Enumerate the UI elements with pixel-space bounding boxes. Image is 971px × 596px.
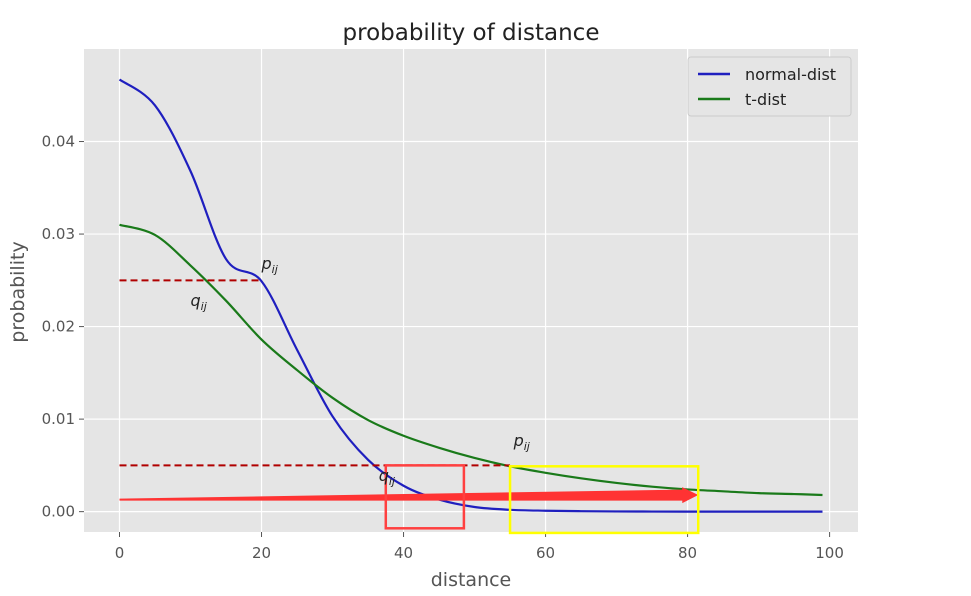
legend-box xyxy=(687,56,852,117)
highlight-box xyxy=(384,464,466,530)
series-line-normal-dist xyxy=(118,78,823,513)
annotation-label-p-ij: pij xyxy=(513,431,531,453)
series-layer xyxy=(118,78,823,513)
y-tick-label: 0.02 xyxy=(42,318,75,336)
legend-label-normal-dist: normal-dist xyxy=(745,65,836,84)
highlight-box xyxy=(508,465,700,535)
y-axis-label: probability xyxy=(7,241,29,342)
x-tick-label: 100 xyxy=(815,544,844,562)
legend-label-t-dist: t-dist xyxy=(745,90,786,109)
x-tick-label: 0 xyxy=(115,544,125,562)
x-tick-label: 80 xyxy=(678,544,697,562)
annotation-label-q-ij: qij xyxy=(379,466,396,488)
x-tick-label: 40 xyxy=(394,544,413,562)
annotation-layer: pij qij pij qij xyxy=(119,254,700,535)
x-tick-label: 20 xyxy=(252,544,271,562)
annotation-label-p-ij: pij xyxy=(261,254,279,276)
chart-title: probability of distance xyxy=(343,20,600,46)
y-tick-label: 0.01 xyxy=(42,410,75,428)
y-tick-label: 0.04 xyxy=(42,133,75,151)
plot-area xyxy=(84,49,858,532)
x-axis-label: distance xyxy=(431,569,512,591)
annotation-label-q-ij: qij xyxy=(191,291,208,313)
series-line-t-dist xyxy=(119,223,823,497)
y-tick-label: 0.00 xyxy=(42,503,75,521)
red-arrow xyxy=(119,487,699,504)
x-tick-label: 60 xyxy=(536,544,555,562)
legend: normal-dist t-dist xyxy=(687,56,852,117)
y-tick-label: 0.03 xyxy=(42,225,75,243)
tick-layer: 0 20 40 60 80 100 0.00 0.01 0.02 0.03 0.04 xyxy=(42,133,844,562)
grid-layer xyxy=(84,49,858,532)
